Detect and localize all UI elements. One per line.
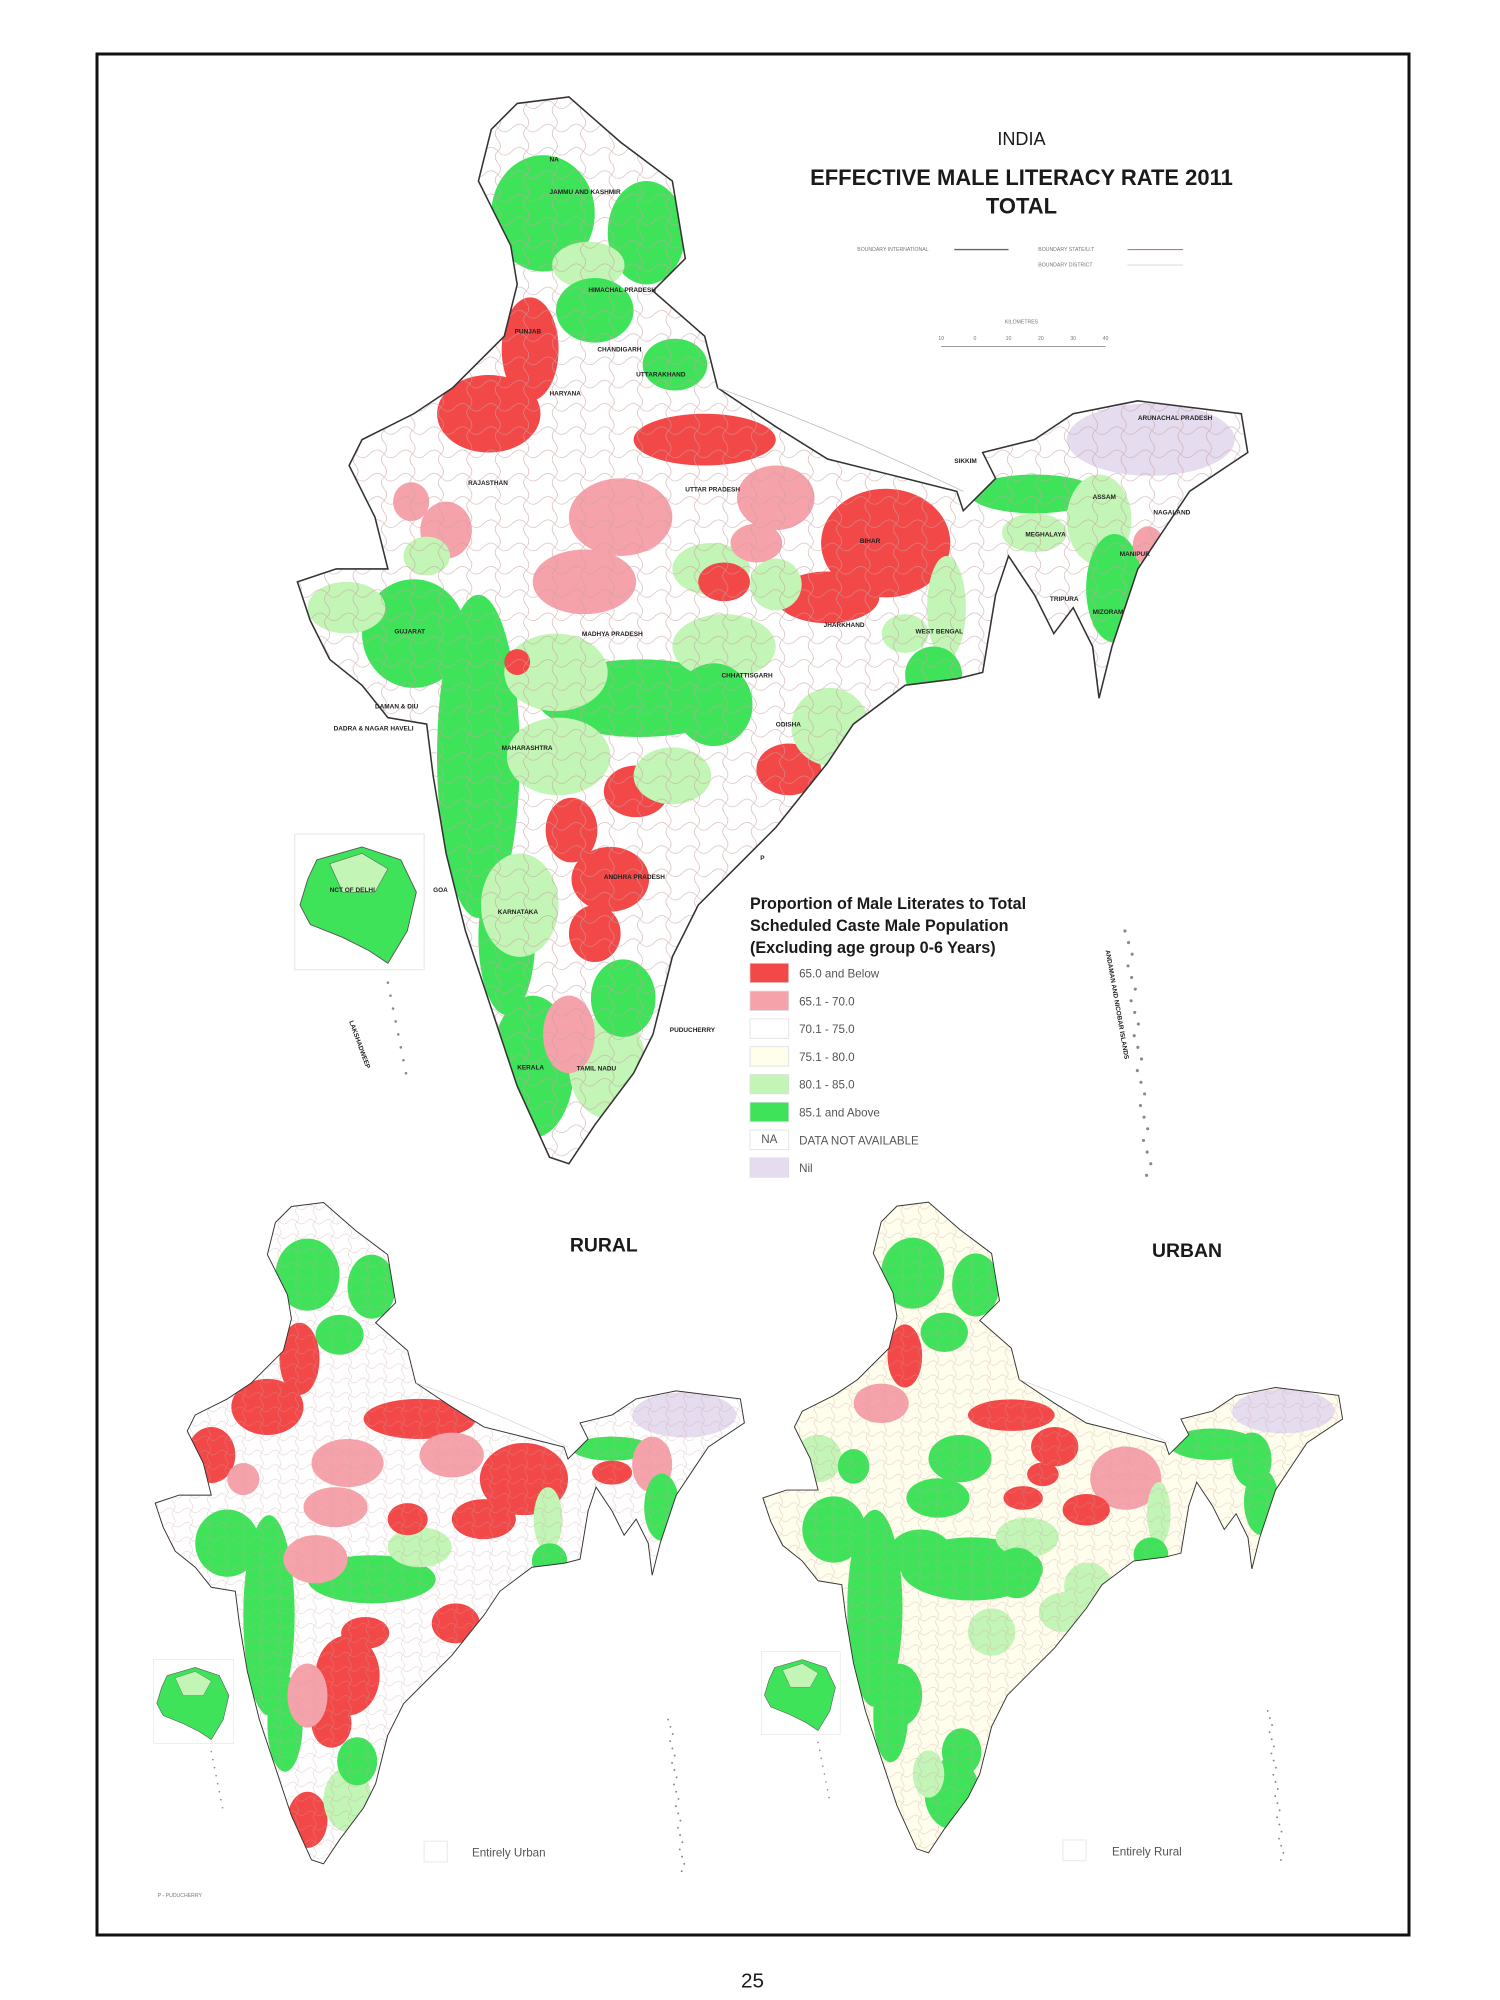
- legend-swatch: [749, 990, 790, 1011]
- svg-text:Entirely Rural: Entirely Rural: [1112, 1845, 1182, 1858]
- svg-text:CHHATTISGARH: CHHATTISGARH: [721, 673, 772, 680]
- svg-text:CHANDIGARH: CHANDIGARH: [597, 347, 641, 354]
- legend-label: DATA NOT AVAILABLE: [799, 1134, 919, 1147]
- svg-text:HARYANA: HARYANA: [550, 391, 582, 398]
- legend-item: Nil: [749, 1157, 813, 1178]
- svg-text:MAHARASHTRA: MAHARASHTRA: [502, 745, 553, 752]
- legend-swatch: [749, 1157, 790, 1178]
- legend-label: 80.1 - 85.0: [799, 1079, 855, 1092]
- legend-item: 70.1 - 75.0: [749, 1018, 855, 1039]
- svg-text:TAMIL NADU: TAMIL NADU: [577, 1066, 617, 1073]
- legend-label: 65.0 and Below: [799, 968, 880, 981]
- svg-text:ODISHA: ODISHA: [776, 722, 801, 729]
- map-urban: [761, 1201, 1344, 1861]
- legend: Proportion of Male Literates to Total Sc…: [749, 895, 1026, 1178]
- svg-text:JHARKHAND: JHARKHAND: [824, 622, 865, 629]
- svg-text:GUJARAT: GUJARAT: [394, 629, 425, 636]
- delhi-inset: [153, 1659, 234, 1744]
- scale-bar: KILOMETRES 10 0 10 20 30 40: [938, 319, 1109, 348]
- svg-text:BOUNDARY DISTRICT: BOUNDARY DISTRICT: [1038, 262, 1093, 268]
- svg-text:BOUNDARY STATE/U.T: BOUNDARY STATE/U.T: [1038, 247, 1095, 253]
- rural-title: RURAL: [570, 1235, 638, 1257]
- svg-text:JAMMU AND KASHMIR: JAMMU AND KASHMIR: [550, 189, 621, 196]
- legend-label: 70.1 - 75.0: [799, 1023, 855, 1036]
- delhi-inset: [294, 833, 425, 971]
- delhi-inset: [761, 1651, 841, 1735]
- svg-text:PUDUCHERRY: PUDUCHERRY: [670, 1027, 716, 1034]
- svg-text:UTTAR PRADESH: UTTAR PRADESH: [685, 486, 740, 493]
- legend-item: 80.1 - 85.0: [749, 1074, 855, 1095]
- svg-text:NAGALAND: NAGALAND: [1153, 510, 1190, 517]
- page-frame: [95, 52, 1411, 1937]
- svg-text:LAKSHADWEEP: LAKSHADWEEP: [347, 1020, 371, 1071]
- svg-text:PUNJAB: PUNJAB: [515, 329, 542, 336]
- svg-text:ASSAM: ASSAM: [1093, 494, 1116, 501]
- rural-note: Entirely Urban: [423, 1840, 546, 1863]
- svg-text:SIKKIM: SIKKIM: [954, 458, 977, 465]
- svg-text:GOA: GOA: [433, 887, 448, 894]
- legend-item: 75.1 - 80.0: [749, 1046, 855, 1067]
- svg-text:ARUNACHAL PRADESH: ARUNACHAL PRADESH: [1138, 415, 1213, 422]
- svg-text:KILOMETRES: KILOMETRES: [1005, 319, 1039, 325]
- svg-text:NA: NA: [761, 1133, 777, 1146]
- svg-text:TRIPURA: TRIPURA: [1050, 596, 1079, 603]
- legend-title-line: Scheduled Caste Male Population: [750, 917, 1009, 935]
- legend-swatch: [749, 1018, 790, 1039]
- map-rural: [153, 1202, 745, 1873]
- svg-text:NA: NA: [550, 157, 560, 164]
- svg-text:Entirely Urban: Entirely Urban: [472, 1847, 546, 1860]
- svg-text:RAJASTHAN: RAJASTHAN: [468, 480, 508, 487]
- boundary-key: BOUNDARY INTERNATIONAL BOUNDARY STATE/U.…: [857, 247, 1184, 268]
- legend-swatch: [749, 1101, 790, 1123]
- legend-swatch: [749, 1129, 790, 1150]
- svg-text:30: 30: [1070, 336, 1076, 342]
- svg-text:10: 10: [1006, 336, 1012, 342]
- legend-swatch: [749, 1046, 790, 1067]
- svg-text:MADHYA PRADESH: MADHYA PRADESH: [582, 631, 643, 638]
- urban-title: URBAN: [1152, 1240, 1222, 1262]
- legend-label: 75.1 - 80.0: [799, 1051, 855, 1064]
- legend-item: NA DATA NOT AVAILABLE: [749, 1129, 919, 1150]
- svg-text:P: P: [760, 855, 765, 862]
- map-subtitle: TOTAL: [986, 193, 1057, 218]
- country-label: INDIA: [997, 129, 1046, 149]
- legend-item: 65.1 - 70.0: [749, 990, 855, 1011]
- islands: [817, 1709, 1285, 1861]
- svg-text:20: 20: [1038, 336, 1044, 342]
- svg-text:0: 0: [973, 336, 976, 342]
- svg-text:DAMAN & DIU: DAMAN & DIU: [375, 704, 419, 711]
- map-title: EFFECTIVE MALE LITERACY RATE 2011: [810, 165, 1233, 190]
- svg-text:UTTARAKHAND: UTTARAKHAND: [636, 371, 686, 378]
- svg-text:10: 10: [938, 336, 944, 342]
- legend-title-line: (Excluding age group 0-6 Years): [750, 939, 996, 957]
- legend-item: 85.1 and Above: [749, 1101, 880, 1123]
- svg-text:BOUNDARY INTERNATIONAL: BOUNDARY INTERNATIONAL: [857, 247, 928, 253]
- svg-text:ANDHRA PRADESH: ANDHRA PRADESH: [604, 874, 665, 881]
- svg-text:DADRA & NAGAR HAVELI: DADRA & NAGAR HAVELI: [334, 726, 414, 733]
- svg-text:WEST BENGAL: WEST BENGAL: [915, 629, 963, 636]
- svg-text:KARNATAKA: KARNATAKA: [498, 909, 539, 916]
- svg-text:BIHAR: BIHAR: [860, 538, 881, 545]
- legend-label: Nil: [799, 1162, 813, 1175]
- page-number: 25: [741, 1969, 764, 1992]
- svg-text:ANDAMAN AND NICOBAR ISLANDS: ANDAMAN AND NICOBAR ISLANDS: [1104, 949, 1130, 1060]
- urban-note: Entirely Rural: [1062, 1839, 1182, 1862]
- svg-text:NCT OF DELHI: NCT OF DELHI: [330, 887, 375, 894]
- legend-title-line: Proportion of Male Literates to Total: [750, 895, 1026, 913]
- legend-label: 65.1 - 70.0: [799, 995, 855, 1008]
- svg-text:MEGHALAYA: MEGHALAYA: [1025, 532, 1066, 539]
- svg-text:40: 40: [1103, 336, 1109, 342]
- legend-swatch: [749, 1074, 790, 1095]
- legend-label: 85.1 and Above: [799, 1107, 880, 1120]
- legend-swatch: [749, 962, 790, 984]
- islands: [386, 929, 1153, 1177]
- svg-text:MIZORAM: MIZORAM: [1093, 609, 1124, 616]
- footer-note: P - PUDUCHERRY: [158, 1893, 203, 1899]
- islands: [210, 1718, 686, 1873]
- legend-item: 65.0 and Below: [749, 962, 880, 984]
- svg-text:KERALA: KERALA: [517, 1064, 544, 1071]
- svg-text:HIMACHAL PRADESH: HIMACHAL PRADESH: [588, 287, 656, 294]
- svg-text:MANIPUR: MANIPUR: [1120, 551, 1150, 558]
